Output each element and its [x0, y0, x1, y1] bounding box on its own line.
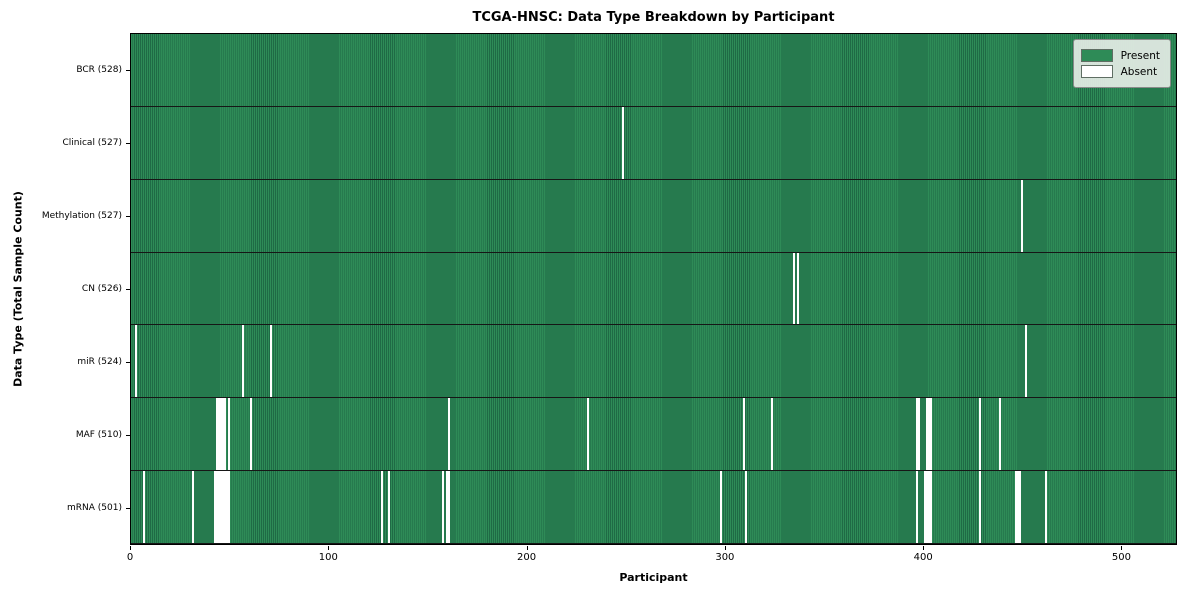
x-tick-label-500: 500: [1111, 552, 1132, 563]
absent-mark: [215, 398, 218, 471]
absent-mark: [915, 398, 918, 471]
absent-mark: [380, 471, 383, 544]
absent-mark: [929, 398, 932, 471]
x-tick-mark: [328, 546, 330, 550]
absent-mark: [979, 471, 982, 544]
y-tick-mark: [126, 142, 130, 144]
y-tick-label-MAF: MAF (510): [75, 430, 122, 441]
absent-mark: [445, 471, 448, 544]
absent-mark: [223, 471, 226, 544]
heatmap-plot-area: Present Absent: [130, 33, 1177, 545]
absent-mark: [927, 471, 930, 544]
x-tick-mark: [724, 546, 726, 550]
heatmap-row-BCR: [131, 34, 1176, 107]
y-tick-mark: [126, 508, 130, 510]
absent-mark: [771, 398, 774, 471]
absent-mark: [225, 471, 228, 544]
absent-mark: [219, 471, 222, 544]
absent-mark: [388, 471, 391, 544]
legend-item-absent: Absent: [1080, 65, 1160, 78]
absent-mark: [796, 252, 799, 325]
x-tick-label-400: 400: [913, 552, 933, 563]
absent-mark: [927, 398, 930, 471]
absent-mark: [249, 398, 252, 471]
y-tick-mark: [126, 289, 130, 290]
absent-mark: [915, 471, 918, 544]
y-tick-label-mRNA: mRNA (501): [67, 503, 122, 514]
x-tick-mark: [1121, 546, 1123, 550]
heatmap-row-mRNA: [131, 471, 1176, 545]
absent-mark: [586, 398, 589, 471]
heatmap-row-miR: [131, 325, 1176, 399]
absent-mark: [925, 471, 928, 544]
x-tick-mark: [526, 546, 528, 550]
absent-mark: [442, 471, 445, 544]
y-tick-label-Clinical: Clinical (527): [62, 137, 122, 148]
x-tick-mark: [130, 546, 131, 550]
absent-mark: [719, 471, 722, 544]
absent-mark: [979, 398, 982, 471]
absent-mark: [1021, 179, 1024, 252]
absent-mark: [134, 325, 137, 398]
absent-mark: [1044, 471, 1047, 544]
chart-title: TCGA-HNSC: Data Type Breakdown by Partic…: [472, 10, 835, 25]
legend: Present Absent: [1072, 39, 1171, 88]
x-tick-label-100: 100: [318, 552, 338, 563]
x-tick-mark: [923, 546, 925, 550]
present-swatch: [1080, 49, 1113, 62]
heatmap-row-MAF: [131, 398, 1176, 472]
absent-mark: [1017, 471, 1020, 544]
absent-mark: [793, 252, 795, 325]
x-tick-label-200: 200: [517, 552, 537, 563]
absent-swatch: [1080, 65, 1113, 78]
absent-mark: [221, 471, 224, 544]
heatmap-row-Methylation: [131, 179, 1176, 253]
y-tick-mark: [126, 362, 130, 364]
absent-mark: [269, 325, 272, 398]
absent-mark: [192, 471, 195, 544]
y-tick-label-miR: miR (524): [77, 357, 122, 368]
heatmap-row-Clinical: [131, 106, 1176, 180]
x-axis-label: Participant: [619, 571, 688, 584]
absent-mark: [221, 398, 224, 471]
absent-mark: [223, 398, 226, 471]
absent-mark: [925, 398, 928, 471]
absent-mark: [213, 471, 216, 544]
absent-mark: [743, 398, 746, 471]
absent-mark: [745, 471, 748, 544]
absent-mark: [447, 398, 450, 471]
legend-item-present: Present: [1080, 49, 1160, 62]
absent-mark: [1019, 471, 1022, 544]
absent-mark: [215, 471, 218, 544]
absent-mark: [227, 398, 230, 471]
y-tick-label-BCR: BCR (528): [76, 64, 122, 75]
absent-mark: [219, 398, 222, 471]
absent-mark: [923, 471, 926, 544]
y-tick-label-Methylation: Methylation (527): [41, 210, 122, 221]
y-tick-mark: [126, 69, 130, 71]
absent-mark: [447, 471, 450, 544]
heatmap-row-CN: [131, 252, 1176, 326]
absent-mark: [1015, 471, 1018, 544]
y-tick-label-CN: CN (526): [81, 284, 122, 294]
absent-mark: [622, 106, 625, 179]
y-tick-mark: [126, 215, 130, 217]
legend-label-present: Present: [1120, 49, 1160, 62]
absent-mark: [1025, 325, 1027, 398]
absent-mark: [217, 398, 220, 471]
x-tick-label-300: 300: [715, 552, 735, 563]
x-tick-label-0: 0: [126, 552, 134, 563]
absent-mark: [142, 471, 145, 544]
absent-mark: [227, 471, 230, 544]
absent-mark: [999, 398, 1002, 471]
absent-mark: [929, 471, 932, 544]
absent-mark: [217, 471, 220, 544]
legend-label-absent: Absent: [1120, 65, 1158, 78]
y-tick-mark: [126, 435, 130, 437]
absent-mark: [917, 398, 920, 471]
absent-mark: [241, 325, 244, 398]
